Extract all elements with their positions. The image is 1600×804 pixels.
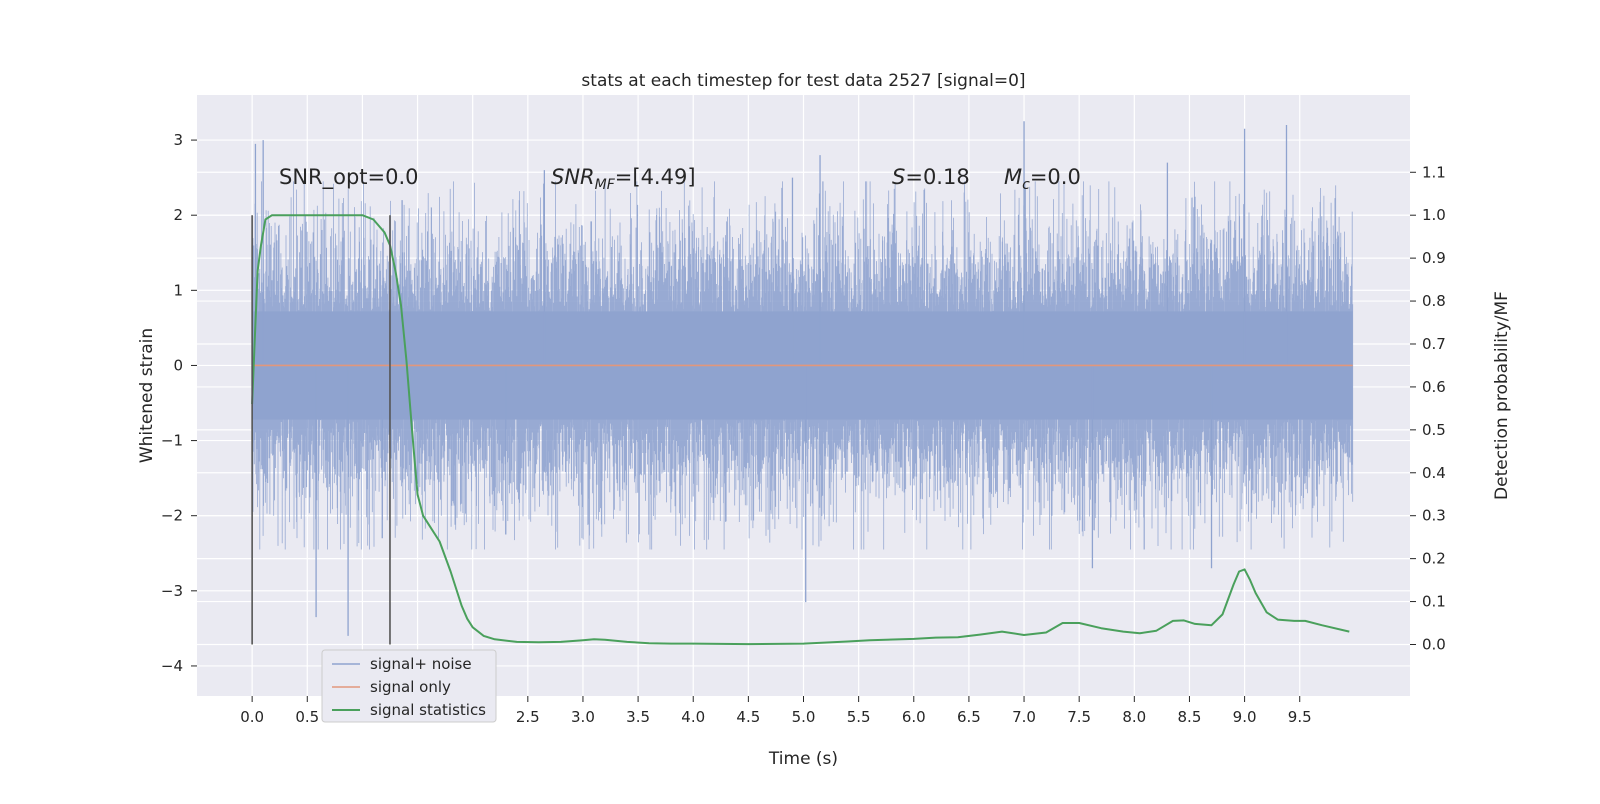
x-tick-label: 9.5	[1288, 708, 1312, 726]
x-tick-label: 4.5	[736, 708, 760, 726]
y-right-tick-label: 0.8	[1422, 292, 1446, 310]
snr-mf-value: =[4.49]	[615, 165, 696, 189]
annotation-snr-opt: SNR_opt=0.0	[279, 165, 419, 190]
marker-layer	[251, 215, 391, 645]
mc-subscript: c	[1022, 177, 1030, 193]
y-tick-label: −3	[161, 582, 183, 600]
y-right-tick-label: 1.0	[1422, 206, 1446, 224]
y-right-tick-label: 0.6	[1422, 378, 1446, 396]
x-tick-label: 6.0	[902, 708, 926, 726]
s-symbol: S	[892, 165, 905, 189]
x-tick-label: 9.0	[1233, 708, 1257, 726]
y-right-tick-label: 0.3	[1422, 507, 1446, 525]
x-tick-label: 7.0	[1012, 708, 1036, 726]
legend-label-signal-only: signal only	[370, 678, 451, 696]
y-axis-label: Whitened strain	[137, 328, 157, 463]
line-series-layer	[251, 214, 1353, 646]
y-tick-label: 2	[173, 206, 183, 224]
y-tick-label: 1	[173, 281, 183, 299]
x-tick-label: 5.0	[792, 708, 816, 726]
legend-label-signal-statistics: signal statistics	[370, 701, 486, 719]
y-right-tick-label: 0.5	[1422, 421, 1446, 439]
x-axis-label: Time (s)	[768, 749, 838, 769]
signal-statistics-line	[251, 214, 1350, 646]
mc-base: M	[1004, 165, 1022, 189]
annotation-s: S=0.18	[892, 165, 970, 189]
legend-label-signal-noise: signal+ noise	[370, 655, 472, 673]
legend-box	[321, 649, 497, 723]
annotation-mc: Mc=0.0	[1004, 165, 1081, 193]
x-tick-label: 5.5	[847, 708, 871, 726]
y-axis-right-label: Detection probability/MF	[1492, 291, 1512, 500]
x-tick-label: 7.5	[1067, 708, 1091, 726]
x-tick-label: 0.5	[295, 708, 319, 726]
y-right-tick-label: 0.0	[1422, 635, 1446, 653]
x-tick-label: 8.0	[1122, 708, 1146, 726]
y-tick-label: −2	[161, 507, 183, 525]
y-tick-label: 3	[173, 131, 183, 149]
x-tick-label: 3.0	[571, 708, 595, 726]
y-right-tick-label: 0.9	[1422, 249, 1446, 267]
y-right-tick-label: 1.1	[1422, 163, 1446, 181]
chart-title: stats at each timestep for test data 252…	[581, 71, 1025, 91]
y-right-tick-label: 0.1	[1422, 593, 1446, 611]
x-tick-label: 2.5	[516, 708, 540, 726]
y-right-tick-label: 0.7	[1422, 335, 1446, 353]
snr-mf-subscript: MF	[595, 177, 616, 193]
y-tick-label: −1	[161, 432, 183, 450]
y-right-tick-label: 0.2	[1422, 550, 1446, 568]
annotation-snr-mf: SNRMF=[4.49]	[551, 165, 696, 193]
x-tick-label: 4.0	[681, 708, 705, 726]
x-tick-label: 6.5	[957, 708, 981, 726]
x-tick-label: 8.5	[1178, 708, 1202, 726]
snr-mf-base: SNR	[551, 165, 595, 189]
y-tick-label: 0	[173, 356, 183, 374]
x-tick-label: 3.5	[626, 708, 650, 726]
s-value: =0.18	[905, 165, 969, 189]
x-tick-label: 0.0	[240, 708, 264, 726]
legend: signal+ noise signal only signal statist…	[321, 649, 497, 723]
y-tick-label: −4	[161, 657, 183, 675]
y-right-tick-label: 0.4	[1422, 464, 1446, 482]
mc-value: =0.0	[1030, 165, 1081, 189]
